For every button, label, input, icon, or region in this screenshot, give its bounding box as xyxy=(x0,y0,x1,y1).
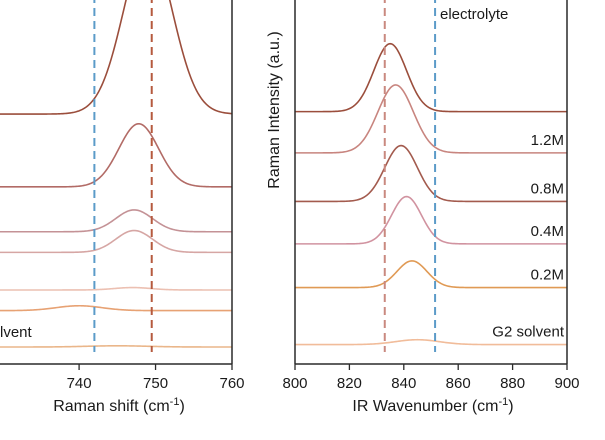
left-curve-s4 xyxy=(0,229,232,254)
right-series-label-1-2m: 1.2M xyxy=(531,132,564,149)
left-curve-top xyxy=(0,0,233,115)
left-curve-s6 xyxy=(0,304,232,312)
right-series-label-0-4m: 0.4M xyxy=(531,223,564,240)
right-series-labels: 1.2M 0.8M 0.4M 0.2M G2 solvent xyxy=(492,132,565,341)
left-xlabel-sup: -1 xyxy=(170,396,180,408)
right-x-tick-label: 820 xyxy=(337,375,362,392)
left-x-tick-label: 740 xyxy=(67,375,92,392)
left-x-ticks: 740 750 760 xyxy=(67,364,245,392)
left-series-label-solvent: lvent xyxy=(0,324,33,341)
left-xlabel-text: Raman shift (cm xyxy=(53,398,169,415)
electrolyte-annotation: electrolyte xyxy=(440,6,508,23)
right-x-tick-label: 900 xyxy=(554,375,579,392)
right-x-axis-title: IR Wavenumber (cm-1) xyxy=(352,396,513,415)
left-xlabel-close: ) xyxy=(179,398,184,415)
right-reference-lines xyxy=(383,0,437,352)
right-curve-0-4m xyxy=(295,195,567,245)
left-curve-s5 xyxy=(0,286,232,291)
left-x-tick-label: 750 xyxy=(143,375,168,392)
left-curve-s3 xyxy=(0,209,232,233)
left-curve-s2 xyxy=(0,122,232,188)
right-y-axis-title: Raman Intensity (a.u.) xyxy=(266,31,283,188)
right-series-label-0-2m: 0.2M xyxy=(531,267,564,284)
left-panel: 740 750 760 lvent Raman shift (cm-1) xyxy=(0,0,245,415)
right-panel: 800 820 840 860 880 900 electrolyte 1.2M 0.8M 0… xyxy=(266,0,580,415)
right-xlabel-close: ) xyxy=(508,398,513,415)
right-curve-0-2m xyxy=(295,260,567,289)
left-curve-solvent xyxy=(0,345,232,348)
right-x-tick-label: 880 xyxy=(500,375,525,392)
right-x-tick-label: 800 xyxy=(282,375,307,392)
left-reference-lines xyxy=(93,0,153,352)
right-series-label-g2-solvent: G2 solvent xyxy=(492,324,565,341)
right-x-tick-label: 860 xyxy=(446,375,471,392)
right-xlabel-sup: -1 xyxy=(499,396,509,408)
left-x-tick-label: 760 xyxy=(219,375,244,392)
right-x-tick-label: 840 xyxy=(391,375,416,392)
right-curve-electrolyte xyxy=(295,42,567,113)
left-curves xyxy=(0,0,233,348)
left-x-axis-title: Raman shift (cm-1) xyxy=(53,396,185,415)
right-curves xyxy=(295,42,567,346)
right-curve-1-2m xyxy=(295,84,567,154)
right-xlabel-text: IR Wavenumber (cm xyxy=(352,398,498,415)
right-curve-0-8m xyxy=(295,144,567,203)
right-series-label-0-8m: 0.8M xyxy=(531,180,564,197)
right-x-ticks: 800 820 840 860 880 900 xyxy=(282,364,580,392)
right-curve-g2-solvent xyxy=(295,338,567,346)
